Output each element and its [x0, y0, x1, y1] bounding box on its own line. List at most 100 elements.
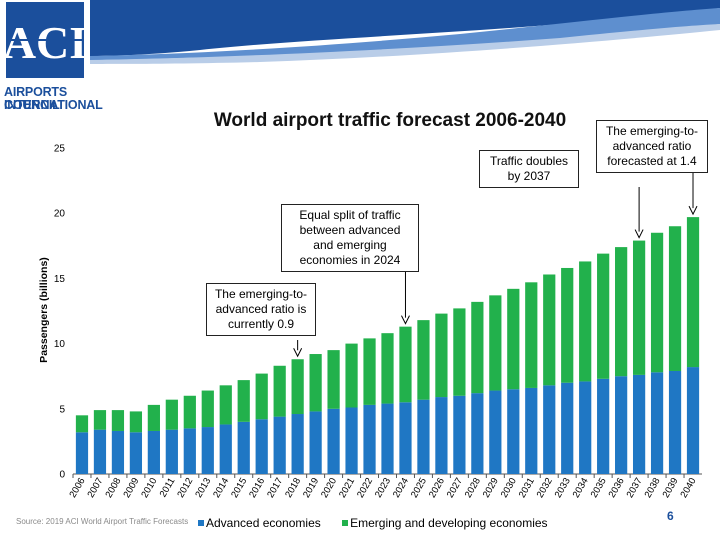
legend-label-emerging: Emerging and developing economies — [350, 516, 548, 530]
bar-advanced — [525, 387, 538, 474]
annotation-arrowhead — [634, 229, 644, 239]
x-tick-label: 2035 — [589, 476, 609, 500]
x-tick-label: 2020 — [319, 476, 339, 500]
bar-advanced — [615, 376, 628, 474]
bar-emerging — [363, 338, 376, 405]
bar-emerging — [597, 253, 610, 379]
bar-advanced — [632, 374, 646, 474]
y-axis-label: Passengers (billions) — [38, 257, 50, 363]
bar-advanced — [291, 414, 304, 474]
x-tick-label: 2031 — [517, 476, 537, 500]
legend-swatch-emerging — [342, 520, 349, 526]
x-tick-label: 2038 — [643, 476, 663, 500]
x-tick-label: 2011 — [158, 476, 178, 499]
bar-emerging — [453, 308, 466, 396]
bar-emerging — [201, 390, 214, 428]
x-tick-label: 2013 — [193, 476, 213, 500]
bar-advanced — [327, 408, 340, 474]
aci-logo: ACI AIRPORTS COUNCIL INTERNATIONAL — [0, 0, 103, 120]
bar-advanced — [435, 397, 448, 474]
logo-line1: AIRPORTS COUNCIL — [4, 85, 67, 112]
bar-advanced — [183, 428, 196, 474]
bar-emerging — [255, 373, 268, 420]
bar-advanced — [93, 429, 107, 474]
x-tick-label: 2026 — [427, 476, 447, 500]
legend-item-advanced: Advanced economies — [198, 516, 321, 530]
header-banner — [90, 0, 720, 64]
bar-advanced — [147, 430, 160, 474]
logo-line2: INTERNATIONAL — [4, 98, 103, 112]
bar-advanced — [75, 432, 89, 474]
chart-legend: Advanced economies Emerging and developi… — [198, 516, 566, 530]
x-tick-label: 2016 — [247, 476, 267, 500]
annotation-arrowhead — [688, 205, 698, 216]
bar-advanced — [561, 382, 574, 474]
annotation-ratio-forecast: The emerging-to- advanced ratio forecast… — [596, 120, 708, 173]
bar-emerging — [129, 411, 143, 433]
bar-advanced — [399, 402, 412, 474]
x-tick-label: 2008 — [103, 476, 123, 500]
x-tick-label: 2022 — [355, 476, 375, 500]
bar-emerging — [507, 288, 520, 390]
x-tick-label: 2025 — [409, 476, 429, 500]
bar-advanced — [650, 372, 664, 474]
x-tick-label: 2014 — [211, 476, 231, 500]
bar-emerging — [183, 395, 196, 429]
y-tick-label: 10 — [54, 339, 66, 350]
bar-emerging — [489, 295, 502, 391]
bar-emerging — [561, 267, 574, 383]
bar-emerging — [165, 399, 178, 430]
aci-logo-mark: ACI — [3, 2, 87, 78]
x-tick-label: 2036 — [607, 476, 627, 500]
bar-emerging — [686, 217, 700, 368]
x-tick-label: 2040 — [679, 476, 699, 500]
bar-advanced — [668, 370, 682, 474]
x-tick-label: 2032 — [535, 476, 555, 500]
annotation-arrows — [293, 169, 698, 358]
bar-advanced — [507, 389, 520, 474]
bar-emerging — [381, 333, 394, 404]
bar-emerging — [435, 313, 448, 398]
x-tick-label: 2009 — [121, 476, 141, 500]
bar-advanced — [165, 429, 178, 474]
bar-emerging — [417, 320, 430, 400]
legend-item-emerging: Emerging and developing economies — [342, 516, 548, 530]
source-note: Source: 2019 ACI World Airport Traffic F… — [16, 517, 189, 526]
x-tick-label: 2037 — [625, 476, 645, 500]
bar-emerging — [111, 410, 125, 431]
bar-emerging — [579, 261, 592, 382]
y-tick-label: 25 — [54, 144, 66, 155]
bar-advanced — [381, 403, 394, 474]
svg-text:ACI: ACI — [3, 17, 87, 68]
x-tick-label: 2006 — [67, 476, 87, 500]
bar-advanced — [471, 393, 484, 474]
annotation-arrowhead — [293, 348, 303, 358]
x-tick-label: 2019 — [301, 476, 321, 500]
bar-emerging — [147, 404, 160, 431]
bar-emerging — [399, 326, 412, 403]
bar-emerging — [219, 385, 232, 425]
bar-emerging — [75, 415, 89, 433]
chart-bars — [75, 217, 700, 474]
bar-emerging — [543, 274, 556, 386]
bar-advanced — [309, 411, 322, 474]
bar-advanced — [363, 404, 376, 474]
bar-advanced — [686, 367, 700, 474]
x-tick-label: 2010 — [139, 476, 159, 500]
bar-advanced — [255, 419, 268, 474]
x-tick-label: 2028 — [463, 476, 483, 500]
chart-title: World airport traffic forecast 2006-2040 — [213, 110, 567, 131]
bar-emerging — [345, 343, 358, 408]
bar-emerging — [237, 380, 250, 422]
bar-emerging — [650, 232, 664, 373]
bar-emerging — [632, 240, 646, 375]
bar-emerging — [327, 350, 340, 409]
page-number: 6 — [667, 509, 674, 523]
bar-advanced — [111, 430, 125, 474]
bar-emerging — [525, 282, 538, 388]
x-tick-label: 2015 — [229, 476, 249, 500]
x-tick-label: 2021 — [337, 476, 357, 500]
bar-emerging — [309, 354, 322, 412]
bar-emerging — [615, 247, 628, 377]
